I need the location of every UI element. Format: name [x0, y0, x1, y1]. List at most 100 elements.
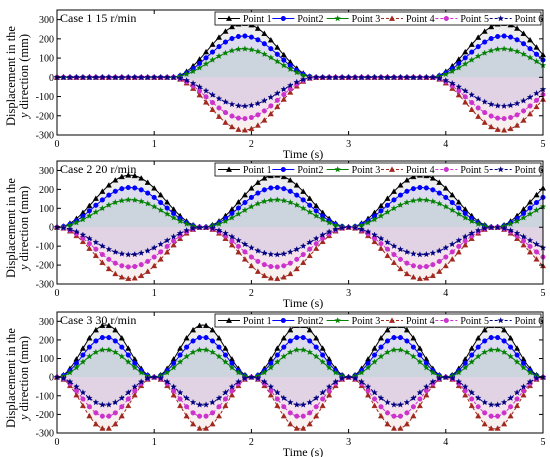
- series-line: [56, 226, 544, 256]
- data-point: [384, 246, 391, 252]
- data-point: [312, 353, 320, 360]
- data-point: [403, 398, 411, 406]
- data-point: [216, 344, 222, 350]
- data-point: [520, 117, 527, 123]
- data-point: [196, 425, 203, 431]
- data-point: [209, 348, 216, 356]
- data-point: [461, 233, 469, 240]
- x-tick-label: 5: [541, 437, 546, 448]
- data-point: [254, 122, 261, 128]
- data-point: [228, 123, 235, 130]
- chart-title: Case 3 30 r/min: [60, 313, 136, 327]
- data-point: [119, 344, 125, 350]
- data-point: [364, 383, 372, 390]
- data-point: [86, 212, 93, 219]
- data-point: [287, 188, 293, 194]
- data-point: [112, 410, 118, 416]
- legend-marker: [497, 317, 504, 324]
- data-point: [429, 175, 436, 181]
- data-point: [203, 94, 209, 100]
- data-point: [261, 30, 268, 36]
- data-point: [474, 52, 482, 59]
- data-point: [468, 56, 475, 63]
- data-point: [526, 378, 534, 385]
- data-point: [495, 335, 501, 341]
- data-point: [281, 91, 287, 98]
- data-point: [216, 404, 222, 410]
- data-point: [209, 49, 216, 55]
- legend-marker: [280, 166, 286, 173]
- data-point: [99, 188, 106, 194]
- data-point: [338, 224, 346, 231]
- data-point: [170, 383, 177, 390]
- chart-title: Case 2 20 r/min: [60, 162, 136, 176]
- data-point: [313, 241, 319, 247]
- data-point: [86, 241, 92, 247]
- data-point: [268, 103, 274, 109]
- data-point: [442, 70, 450, 77]
- data-point: [268, 263, 274, 270]
- data-point: [261, 378, 268, 385]
- data-point: [494, 102, 501, 109]
- data-point: [86, 353, 93, 360]
- data-point: [261, 187, 267, 193]
- data-point: [307, 202, 313, 208]
- data-point: [533, 51, 540, 57]
- data-point: [209, 326, 216, 333]
- data-point: [196, 401, 203, 408]
- data-point: [118, 412, 125, 419]
- legend-marker: [497, 166, 504, 173]
- data-point: [533, 256, 540, 262]
- data-point: [468, 41, 475, 47]
- data-point: [280, 250, 288, 257]
- series-6: [53, 73, 547, 109]
- data-point: [468, 389, 475, 396]
- data-point: [170, 214, 177, 221]
- x-tick-label: 2: [249, 288, 254, 299]
- series-line: [56, 199, 544, 228]
- data-point: [306, 74, 313, 81]
- data-point: [222, 402, 229, 409]
- data-point: [131, 73, 139, 81]
- data-point: [196, 322, 203, 328]
- y-tick-label: -200: [36, 111, 54, 122]
- data-point: [80, 352, 86, 358]
- data-point: [267, 110, 274, 117]
- data-point: [119, 186, 125, 192]
- data-point: [474, 220, 482, 227]
- data-point: [365, 391, 372, 398]
- data-point: [371, 73, 378, 81]
- data-point: [351, 73, 359, 81]
- data-point: [150, 203, 158, 210]
- data-point: [423, 196, 430, 203]
- data-point: [248, 46, 255, 53]
- data-point: [455, 369, 463, 376]
- data-point: [449, 67, 456, 75]
- data-point: [254, 100, 262, 107]
- y-tick-label: 100: [39, 354, 54, 365]
- x-tick-label: 4: [443, 139, 448, 150]
- data-point: [287, 248, 294, 255]
- data-point: [449, 206, 456, 213]
- data-point: [254, 25, 261, 31]
- data-point: [312, 212, 320, 219]
- data-point: [436, 258, 442, 264]
- data-point: [248, 262, 255, 269]
- data-point: [300, 259, 307, 265]
- data-point: [287, 410, 293, 416]
- data-point: [203, 55, 209, 61]
- data-point: [514, 352, 520, 358]
- data-point: [384, 195, 391, 201]
- data-point: [215, 353, 223, 360]
- data-point: [92, 420, 99, 427]
- data-point: [79, 358, 87, 365]
- data-point: [79, 231, 87, 238]
- series-line: [56, 349, 544, 378]
- data-point: [429, 197, 437, 205]
- data-point: [248, 203, 255, 210]
- series-line: [56, 376, 544, 406]
- data-point: [384, 420, 391, 427]
- data-point: [267, 364, 275, 371]
- data-point: [203, 322, 210, 328]
- data-point: [280, 353, 288, 360]
